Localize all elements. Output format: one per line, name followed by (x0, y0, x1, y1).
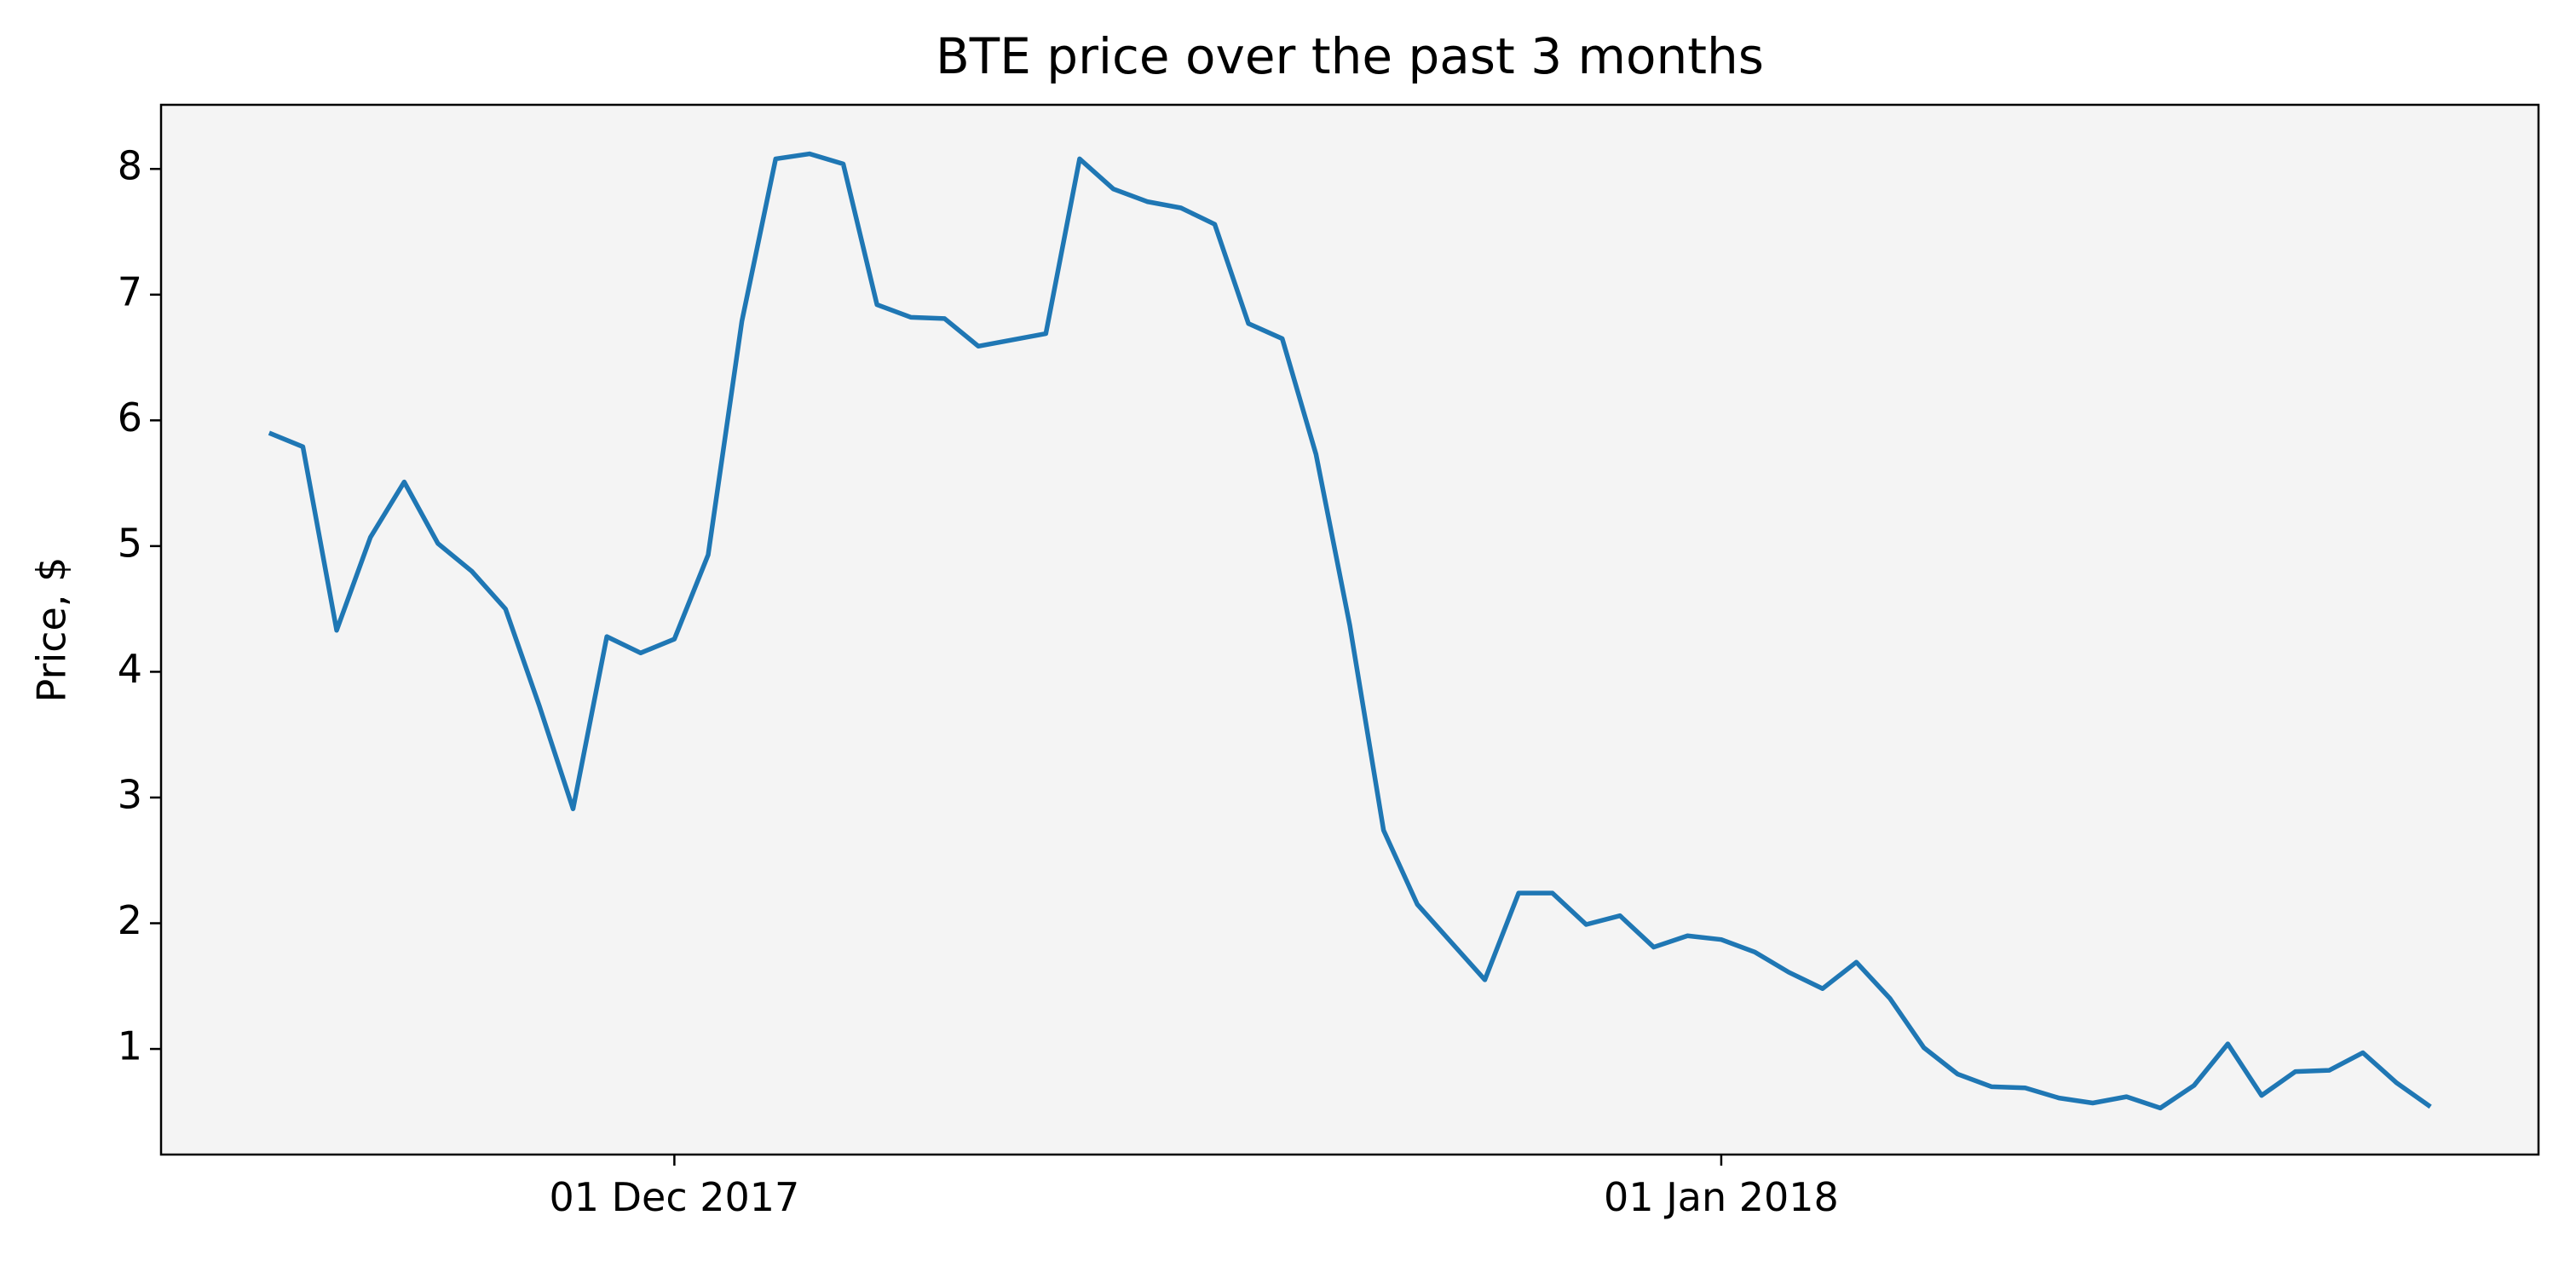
y-tick-label: 3 (118, 771, 142, 817)
y-axis-label: Price, $ (29, 557, 75, 703)
x-tick-label: 01 Dec 2017 (549, 1174, 799, 1220)
y-tick-label: 1 (118, 1023, 142, 1069)
y-tick-label: 4 (118, 646, 142, 692)
y-tick-label: 7 (118, 268, 142, 314)
x-tick-label: 01 Jan 2018 (1604, 1174, 1839, 1220)
y-tick-label: 6 (118, 395, 142, 441)
plot-frame (159, 103, 2540, 1156)
y-tick-label: 2 (118, 897, 142, 943)
y-tick-label: 8 (118, 143, 142, 189)
chart-title: BTE price over the past 3 months (936, 27, 1764, 85)
y-tick-label: 5 (118, 520, 142, 566)
price-line (268, 151, 2432, 1111)
